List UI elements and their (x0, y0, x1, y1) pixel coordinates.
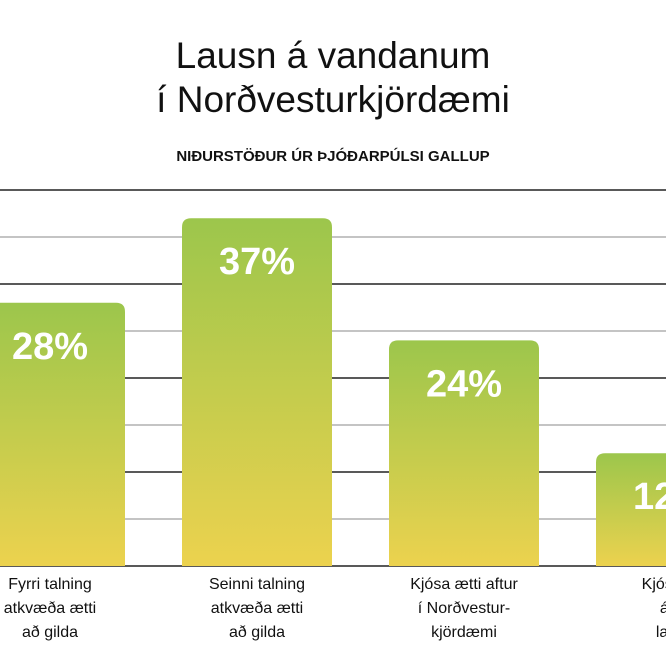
value-label: 37% (219, 241, 295, 283)
value-label: 28% (12, 326, 88, 368)
value-label: 24% (426, 363, 502, 405)
bar (0, 302, 125, 566)
bar (182, 218, 332, 566)
x-tick-label: að gilda (229, 624, 285, 641)
x-tick-label: kjördæmi (431, 624, 497, 641)
x-tick-label: Kjósa ætti aftur (410, 576, 518, 593)
x-tick-label: á ö (660, 600, 666, 617)
chart-title: í Norðvesturkjördæmi (156, 79, 510, 120)
bar (389, 340, 539, 566)
x-tick-label: Kjósa æ (642, 576, 666, 593)
x-tick-label: atkvæða ætti (211, 600, 303, 617)
x-tick-label: land (656, 624, 666, 641)
x-tick-label: Fyrri talning (8, 576, 92, 593)
x-tick-label: atkvæða ætti (4, 600, 96, 617)
chart-title: Lausn á vandanum (176, 35, 491, 76)
x-tick-label: Seinni talning (209, 576, 305, 593)
chart-subtitle: NIÐURSTÖÐUR ÚR ÞJÓÐARPÚLSI GALLUP (176, 147, 489, 165)
value-label: 12% (633, 476, 666, 518)
x-tick-label: að gilda (22, 624, 78, 641)
bar (596, 453, 666, 566)
x-tick-label: í Norðvestur- (418, 600, 510, 617)
